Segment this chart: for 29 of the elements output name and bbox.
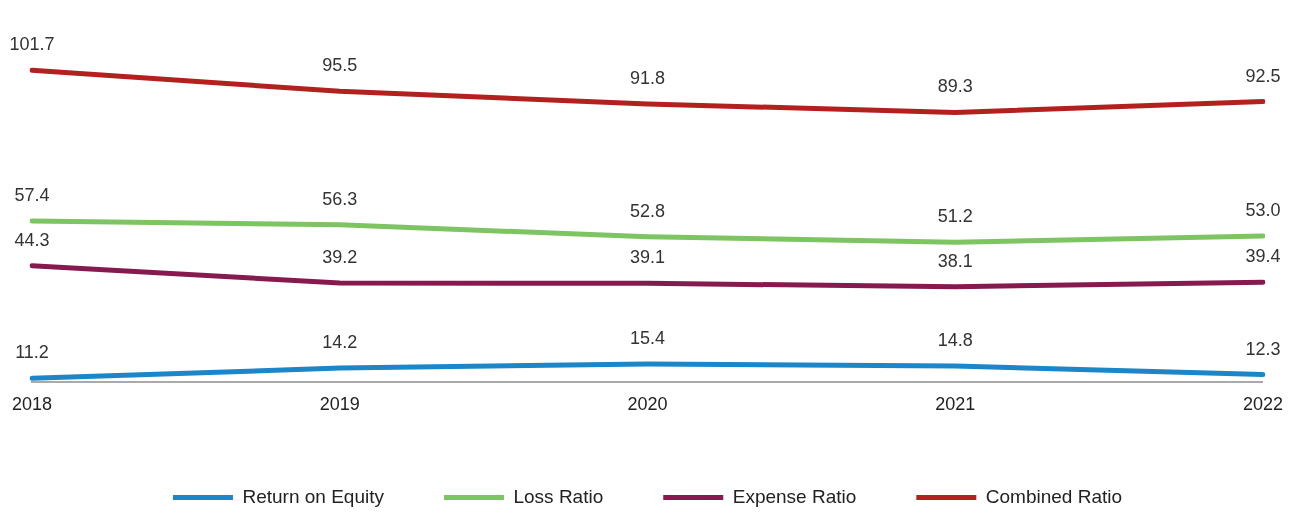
legend-label: Combined Ratio [985, 485, 1123, 507]
data-label: 89.3 [937, 76, 973, 97]
data-label: 101.7 [9, 34, 55, 55]
data-label: 38.1 [937, 250, 973, 271]
data-label: 56.3 [322, 188, 358, 209]
data-label: 14.8 [937, 330, 973, 351]
legend-label: Return on Equity [242, 485, 385, 507]
x-tick-label: 2021 [935, 394, 976, 415]
data-label: 39.2 [322, 246, 358, 267]
x-tick-label: 2018 [12, 394, 53, 415]
data-label: 11.2 [15, 342, 49, 363]
data-label: 95.5 [322, 55, 358, 76]
legend-label: Expense Ratio [732, 485, 857, 507]
data-label: 57.4 [14, 185, 50, 206]
data-label: 12.3 [1245, 338, 1281, 359]
data-label: 15.4 [629, 327, 666, 348]
x-tick-label: 2022 [1242, 394, 1283, 415]
x-tick-label: 2019 [319, 394, 360, 415]
data-label: 14.2 [322, 332, 358, 353]
data-label: 53.0 [1245, 200, 1281, 220]
x-tick-label: 2020 [627, 394, 668, 415]
data-label: 51.2 [937, 206, 973, 227]
data-label: 39.4 [1245, 246, 1281, 267]
data-label: 52.8 [629, 200, 666, 221]
data-label: 92.5 [1245, 65, 1281, 86]
data-label: 44.3 [14, 229, 50, 250]
legend-label: Loss Ratio [513, 485, 604, 507]
data-label: 39.1 [629, 247, 666, 268]
data-label: 91.8 [629, 67, 666, 88]
